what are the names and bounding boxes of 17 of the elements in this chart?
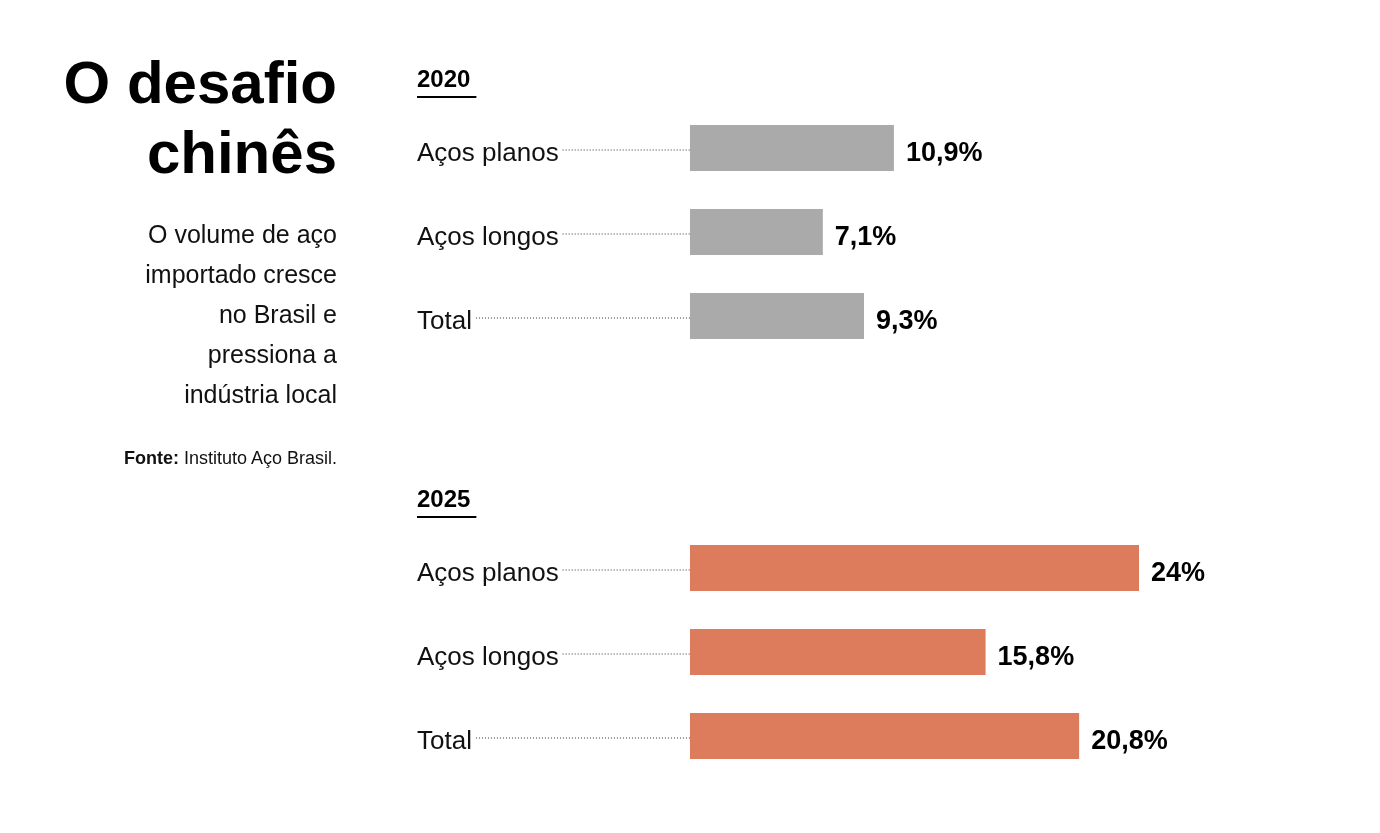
data-label: 15,8%: [997, 641, 1075, 671]
data-label: 24%: [1151, 557, 1206, 587]
data-label: 10,9%: [905, 137, 983, 167]
text: O desafio chinês: [63, 49, 337, 186]
y-tick-label: Aços longos: [417, 221, 559, 251]
y-tick-label: Aços longos: [417, 641, 559, 671]
y-tick-label: Total: [417, 305, 472, 335]
text: 2020: [417, 65, 471, 92]
text: 2025: [417, 485, 471, 512]
data-label: 20,8%: [1091, 725, 1168, 755]
data-label: 9,3%: [875, 305, 938, 335]
y-tick-label: Aços planos: [417, 557, 559, 587]
data-label: 7,1%: [834, 221, 897, 251]
y-tick-label: Aços planos: [417, 137, 559, 167]
source-note: Fonte: Instituto Aço Brasil.: [123, 448, 337, 468]
y-tick-label: Total: [417, 725, 472, 755]
text: O volume de aço importado cresce no Brasil e pressiona a indústria local: [145, 220, 338, 408]
